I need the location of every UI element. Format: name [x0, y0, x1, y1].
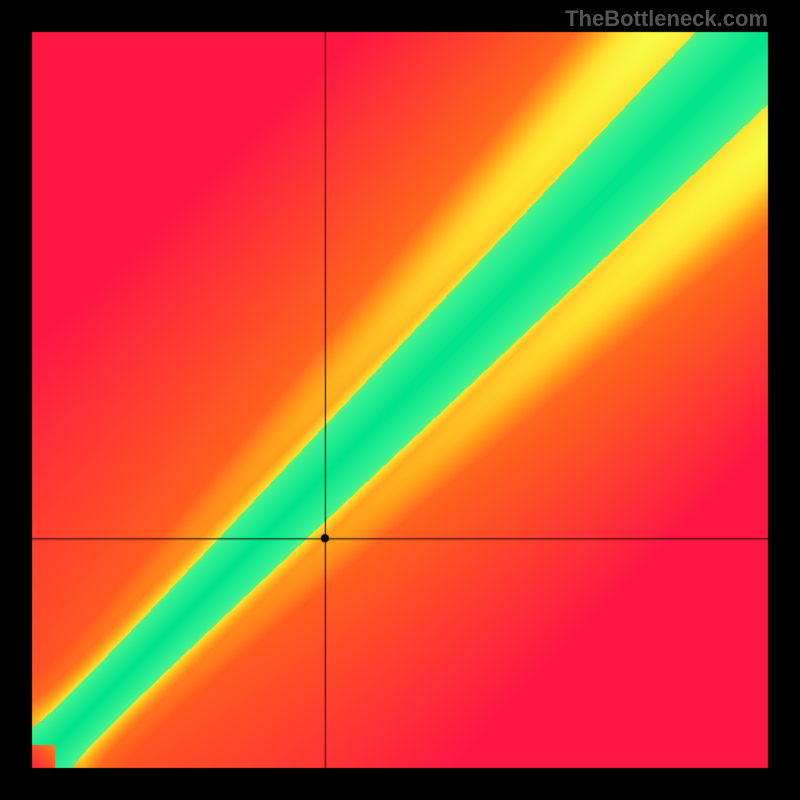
chart-container: TheBottleneck.com	[0, 0, 800, 800]
watermark-text: TheBottleneck.com	[565, 6, 768, 32]
bottleneck-heatmap	[0, 0, 800, 800]
